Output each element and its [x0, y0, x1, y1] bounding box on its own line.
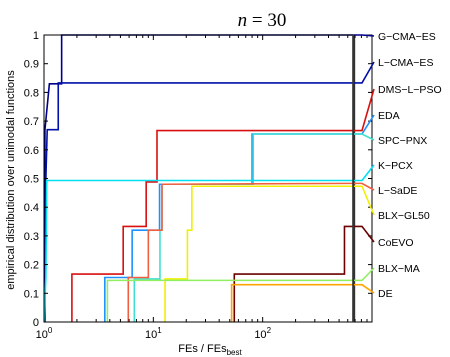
series-line-7	[164, 185, 354, 322]
series-line-6	[127, 182, 354, 322]
x-axis-ticks: 100 101 102	[36, 35, 368, 341]
legend-label-2: DMS−L−PSO	[378, 84, 442, 96]
legend-connector-8	[354, 225, 375, 243]
plot-frame	[43, 34, 373, 323]
legend-connector-2	[354, 88, 375, 132]
x-tick-label: 101	[145, 326, 162, 341]
y-tick-label: 0.9	[24, 59, 39, 71]
legend-connector-0	[354, 34, 375, 37]
legend-connector-9	[354, 267, 375, 282]
x-tick-label: 100	[36, 326, 53, 341]
legend-label-4: SPC−PNX	[378, 135, 427, 147]
x-axis-label: FEs / FEsbest	[178, 343, 242, 357]
legend-connector-1	[354, 61, 375, 84]
series-line-10	[230, 283, 354, 322]
x-axis-label-main: FEs / FEs	[178, 343, 227, 355]
legend-label-10: DE	[378, 288, 393, 300]
legend-label-9: BLX−MA	[378, 263, 420, 275]
legend-connector-5	[354, 164, 375, 182]
series-layer	[44, 34, 354, 322]
legend-label-0: G−CMA−ES	[378, 31, 436, 43]
series-line-5	[44, 179, 354, 322]
series-line-0	[44, 34, 354, 322]
chart-title: n = 30	[238, 10, 287, 31]
x-axis-label-sub: best	[227, 348, 243, 357]
series-line-8	[233, 225, 354, 322]
legend-label-3: EDA	[378, 110, 400, 122]
y-tick-label: 0.6	[24, 145, 39, 157]
legend-label-5: K−PCX	[378, 160, 413, 172]
chart-title-var: n	[238, 10, 248, 31]
legend-connector-4	[354, 133, 375, 141]
y-tick-label: 0.8	[24, 87, 39, 99]
series-line-1	[44, 82, 354, 322]
x-tick-label: 102	[254, 326, 271, 341]
legend-connector-10	[354, 283, 375, 294]
y-axis-label: empirical distribution over unimodal fun…	[5, 70, 17, 290]
y-tick-label: 0.5	[24, 174, 39, 186]
y-tick-label: 0.4	[24, 202, 39, 214]
y-tick-label: 0.3	[24, 231, 39, 243]
series-line-2	[71, 129, 354, 322]
legend-connector-6	[354, 182, 375, 191]
y-tick-label: 0.7	[24, 116, 39, 128]
legend-connector-7	[354, 185, 375, 216]
y-tick-label: 1	[33, 30, 39, 42]
series-line-4	[133, 133, 354, 322]
legend: G−CMA−ES L−CMA−ES DMS−L−PSO EDA SPC−PNX K−PCX…	[354, 31, 442, 300]
chart-title-eq: = 30	[247, 10, 286, 31]
legend-label-7: BLX−GL50	[378, 210, 430, 222]
y-tick-label: 0.1	[24, 288, 39, 300]
y-axis-ticks: 0 0.1 0.2 0.3 0.4 0.5 0.6 0.7 0.8 0.9 1	[24, 30, 372, 329]
y-tick-label: 0.2	[24, 260, 39, 272]
legend-label-1: L−CMA−ES	[378, 57, 433, 69]
series-line-9	[106, 279, 354, 322]
y-tick-label: 0	[33, 317, 39, 329]
series-line-3	[104, 133, 354, 322]
legend-label-8: CoEVO	[378, 237, 414, 249]
legend-label-6: L−SaDE	[378, 185, 417, 197]
